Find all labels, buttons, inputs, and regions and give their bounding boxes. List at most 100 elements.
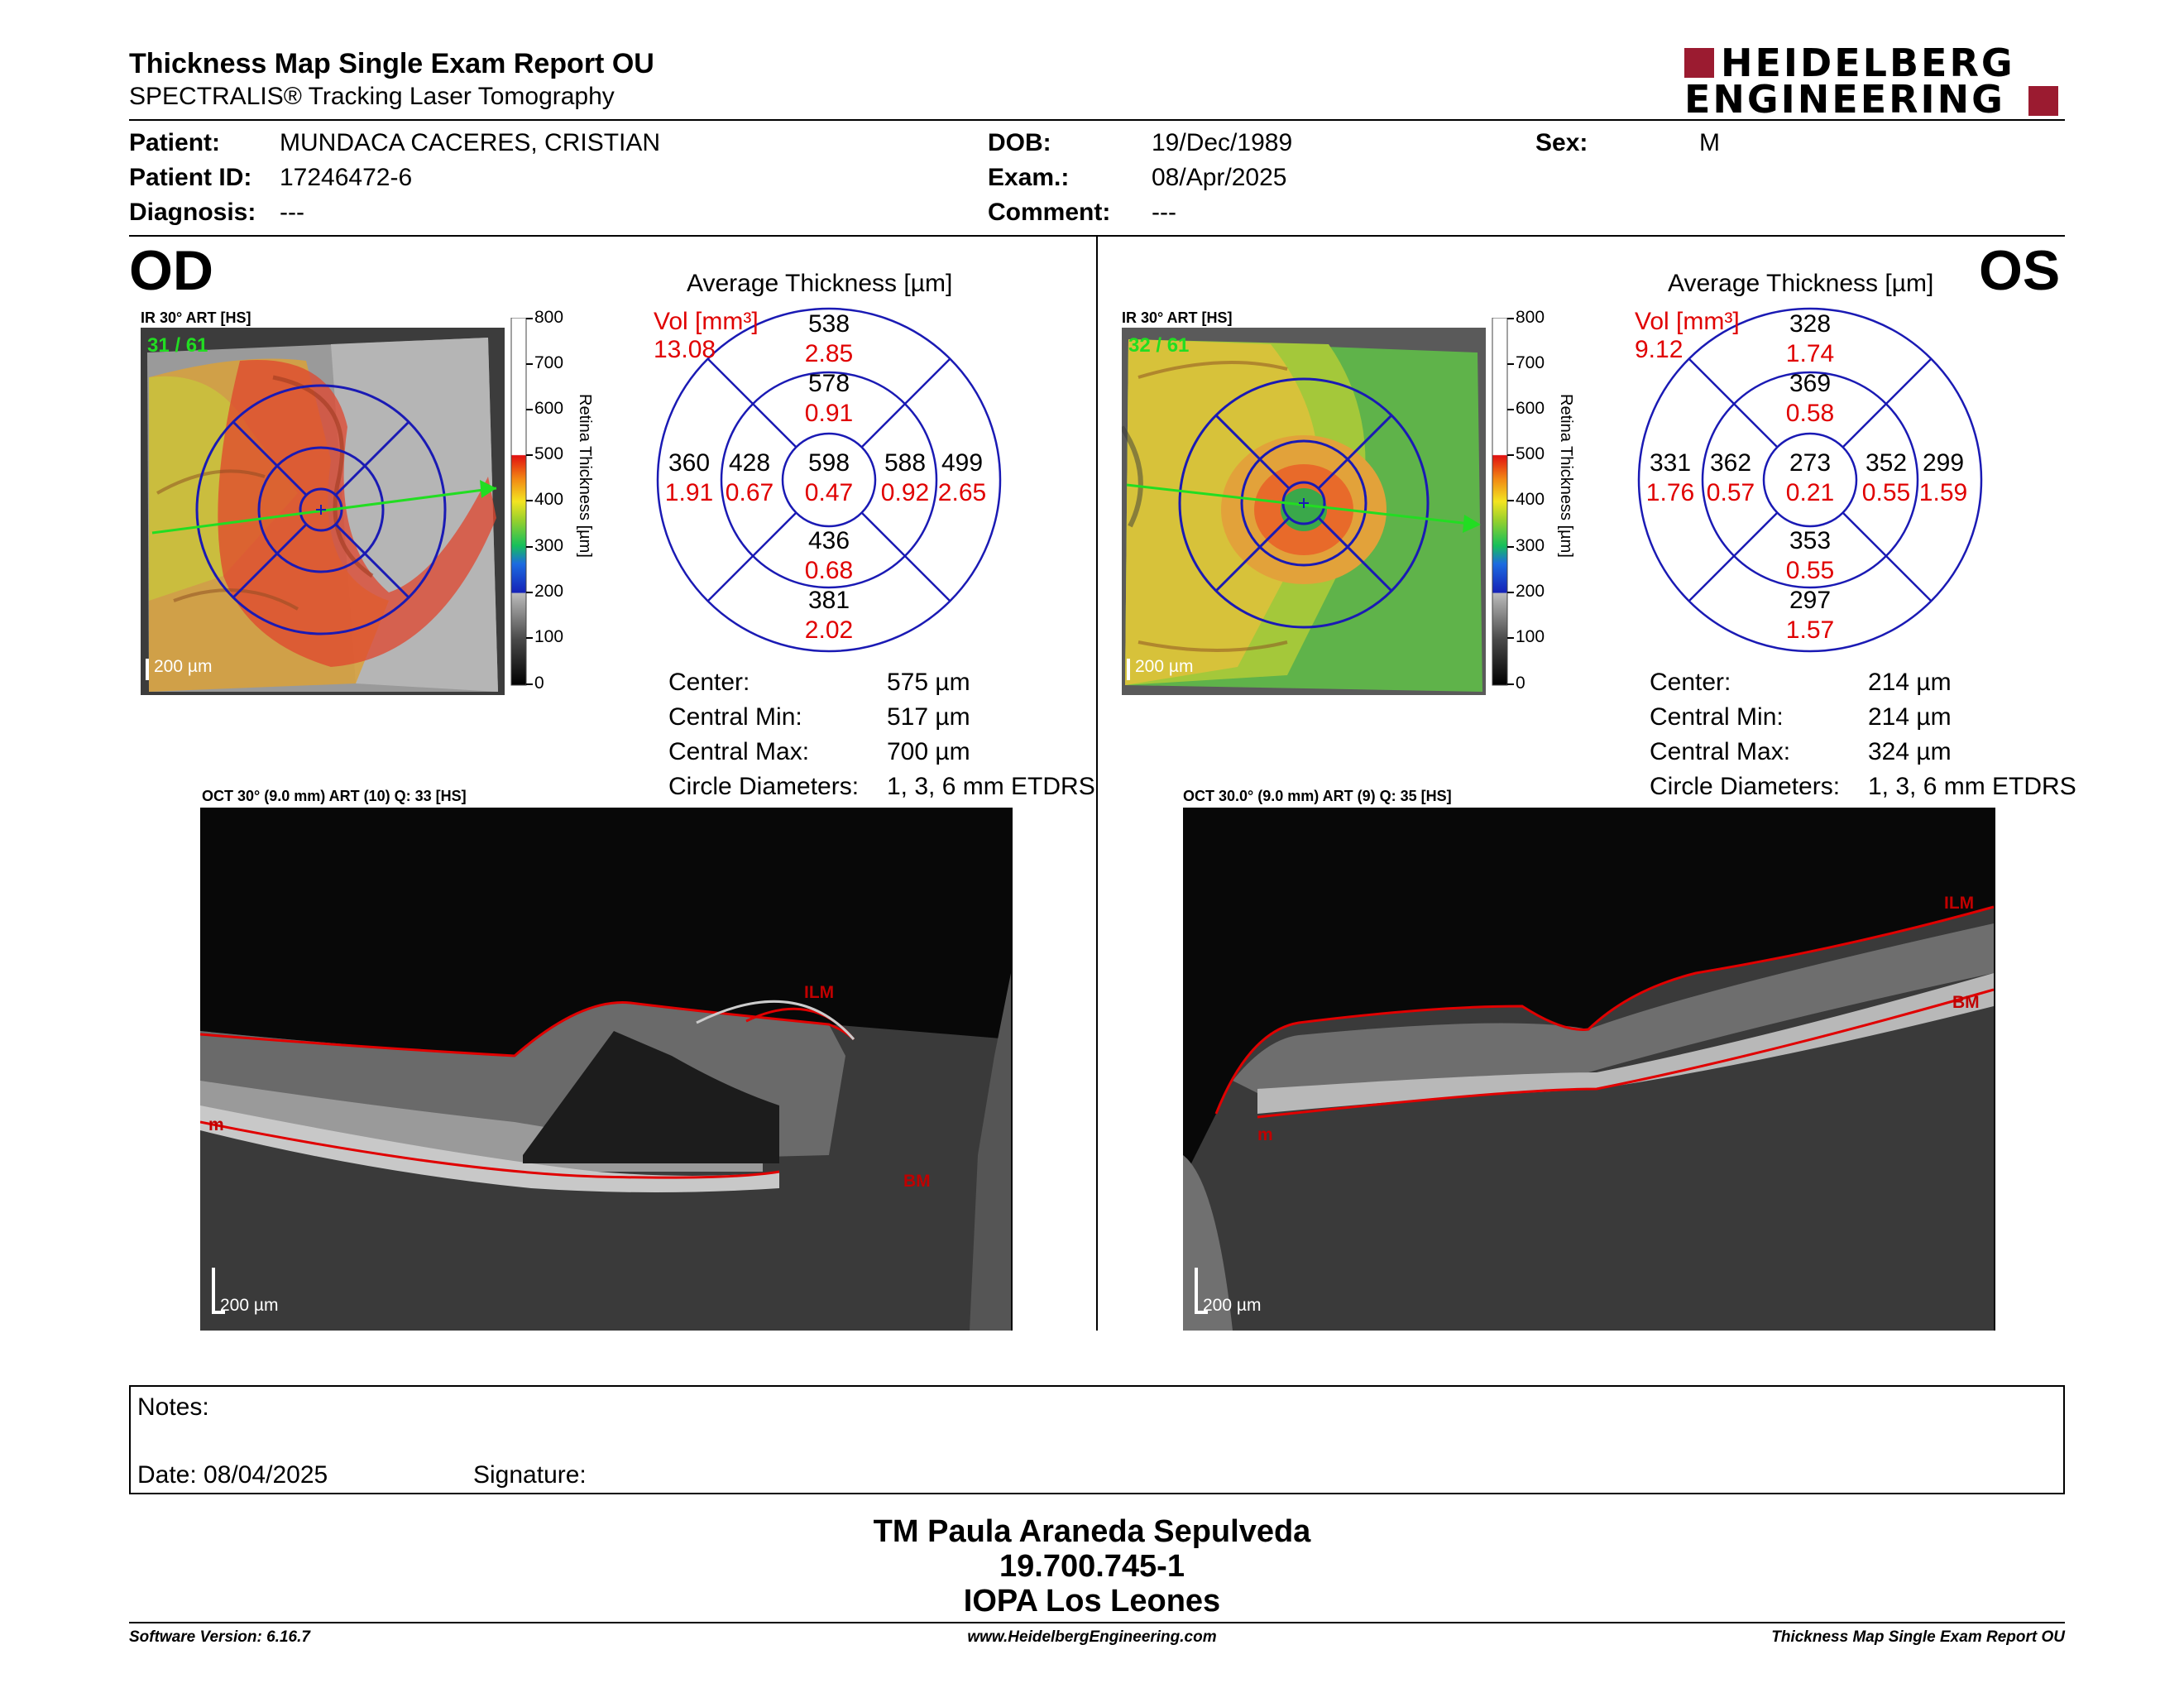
od-inner-left-vol: 0.67 — [725, 479, 774, 506]
od-stat-diam-value: 1, 3, 6 mm ETDRS — [887, 773, 1095, 800]
od-ilm-label: ILM — [804, 983, 835, 1002]
os-stat-min-value: 214 µm — [1868, 703, 1952, 731]
od-inner-left: 428 0.67 — [708, 448, 791, 508]
signer-rut: 19.700.745-1 — [999, 1549, 1185, 1584]
os-bm-label: BM — [1952, 993, 1980, 1012]
os-outer-top-thk: 328 — [1789, 310, 1832, 338]
od-scale-tick-700: 700 — [534, 353, 564, 372]
os-ilm-label: ILM — [1944, 894, 1975, 913]
os-m-label: m — [1257, 1125, 1273, 1144]
exam-label: Exam.: — [988, 164, 1070, 191]
patient-id-label: Patient ID: — [129, 164, 252, 191]
os-scale-tick-300: 300 — [1516, 536, 1545, 555]
os-outer-left: 331 1.76 — [1635, 448, 1706, 508]
os-stat-min-label: Central Min: — [1650, 703, 1784, 731]
od-outer-right-vol: 2.65 — [937, 479, 987, 506]
od-oct-scan: ILM BM m 200 µm — [200, 808, 1013, 1331]
os-fundus-map: 32 / 61 200 µm — [1119, 328, 1486, 695]
os-stat-diam-value: 1, 3, 6 mm ETDRS — [1868, 773, 2076, 800]
logo-line-1: HEIDELBERG — [1721, 41, 2015, 85]
od-avg-title: Average Thickness [µm] — [687, 270, 953, 297]
os-inner-bottom-vol: 0.55 — [1785, 557, 1835, 584]
footer-divider — [129, 1622, 2065, 1623]
os-ir-scalebar-label: 200 µm — [1135, 657, 1194, 676]
od-outer-bottom-vol: 2.02 — [804, 616, 854, 644]
os-etdrs-grid — [1636, 306, 1984, 654]
os-center-vol: 0.21 — [1785, 479, 1835, 506]
os-outer-right-vol: 1.59 — [1918, 479, 1968, 506]
od-vol-total: 13.08 — [654, 336, 716, 363]
exam-value: 08/Apr/2025 — [1152, 164, 1287, 191]
os-outer-top-vol: 1.74 — [1785, 340, 1835, 367]
od-outer-left: 360 1.91 — [654, 448, 725, 508]
footer-website[interactable]: www.HeidelbergEngineering.com — [967, 1628, 1217, 1646]
od-bm-label: BM — [903, 1172, 931, 1191]
os-scale-tick-800: 800 — [1516, 308, 1545, 327]
os-oct-scalebar-label: 200 µm — [1203, 1296, 1262, 1315]
os-vol-label: Vol [mm³] — [1635, 308, 1740, 335]
footer-report-name: Thickness Map Single Exam Report OU — [1771, 1628, 2065, 1646]
od-center-vol: 0.47 — [804, 479, 854, 506]
od-inner-right-thk: 588 — [884, 449, 927, 477]
os-outer-bottom-vol: 1.57 — [1785, 616, 1835, 644]
od-inner-bottom-vol: 0.68 — [804, 557, 854, 584]
os-outer-bottom-thk: 297 — [1789, 587, 1832, 614]
logo-square-bottom — [2028, 86, 2058, 116]
notes-signature-label: Signature: — [473, 1461, 587, 1489]
od-stat-max-value: 700 µm — [887, 738, 970, 765]
od-etdrs-grid — [655, 306, 1003, 654]
od-eye-label: OD — [129, 239, 213, 302]
logo-line-2: ENGINEERING — [1684, 77, 2005, 122]
os-scale-tick-200: 200 — [1516, 582, 1545, 601]
os-inner-right-vol: 0.55 — [1861, 479, 1911, 506]
os-inner-top: 369 0.58 — [1767, 369, 1853, 429]
os-inner-left: 362 0.57 — [1689, 448, 1772, 508]
od-stat-diam-label: Circle Diameters: — [668, 773, 860, 800]
od-scale-tick-300: 300 — [534, 536, 564, 555]
od-scale-tick-0: 0 — [534, 674, 544, 693]
os-avg-title: Average Thickness [µm] — [1668, 270, 1934, 297]
diagnosis-value: --- — [280, 199, 304, 226]
os-scale-bar — [1492, 318, 1514, 686]
od-scale-tick-400: 400 — [534, 490, 564, 509]
od-volume: Vol [mm³] 13.08 — [654, 308, 759, 364]
os-scale-tick-100: 100 — [1516, 627, 1545, 646]
os-frame-counter: 32 / 61 — [1128, 334, 1190, 357]
od-outer-bottom: 381 2.02 — [786, 586, 872, 645]
od-ir-caption: IR 30° ART [HS] — [141, 309, 251, 326]
od-outer-top: 538 2.85 — [786, 309, 872, 369]
os-oct-svg — [1183, 905, 1995, 1331]
notes-date: Date: 08/04/2025 — [137, 1461, 328, 1489]
os-stat-center-value: 214 µm — [1868, 669, 1952, 696]
sex-value: M — [1699, 129, 1720, 156]
comment-value: --- — [1152, 199, 1176, 226]
dob-value: 19/Dec/1989 — [1152, 129, 1293, 156]
od-inner-right: 588 0.92 — [864, 448, 946, 508]
os-etdrs-svg — [1637, 307, 1983, 653]
od-stat-max-label: Central Max: — [668, 738, 810, 765]
os-scale-tick-500: 500 — [1516, 444, 1545, 463]
os-stat-center-label: Center: — [1650, 669, 1731, 696]
os-stat-max-label: Central Max: — [1650, 738, 1791, 765]
od-fundus-map: 31 / 61 200 µm — [141, 328, 505, 695]
os-scale-axis-label: Retina Thickness [µm] — [1557, 394, 1575, 558]
od-fundus-svg — [141, 328, 505, 695]
signer-institution: IOPA Los Leones — [963, 1584, 1221, 1618]
od-outer-top-thk: 538 — [807, 310, 850, 338]
os-scale-tick-400: 400 — [1516, 490, 1545, 509]
os-stat-diam-label: Circle Diameters: — [1650, 773, 1841, 800]
od-etdrs-svg — [656, 307, 1002, 653]
dob-label: DOB: — [988, 129, 1051, 156]
os-scale-tick-600: 600 — [1516, 399, 1545, 418]
notes-box[interactable]: Notes: Date: 08/04/2025 Signature: — [129, 1385, 2065, 1494]
od-scale-axis-label: Retina Thickness [µm] — [576, 394, 594, 558]
od-scale-tick-100: 100 — [534, 627, 564, 646]
od-ir-scalebar — [146, 659, 149, 680]
os-center: 273 0.21 — [1767, 448, 1853, 508]
od-outer-bottom-thk: 381 — [807, 587, 850, 614]
os-vol-total: 9.12 — [1635, 336, 1684, 363]
os-outer-right: 299 1.59 — [1908, 448, 1979, 508]
patient-divider — [129, 235, 2065, 237]
patient-name: MUNDACA CACERES, CRISTIAN — [280, 129, 661, 156]
os-scale-tick-700: 700 — [1516, 353, 1545, 372]
